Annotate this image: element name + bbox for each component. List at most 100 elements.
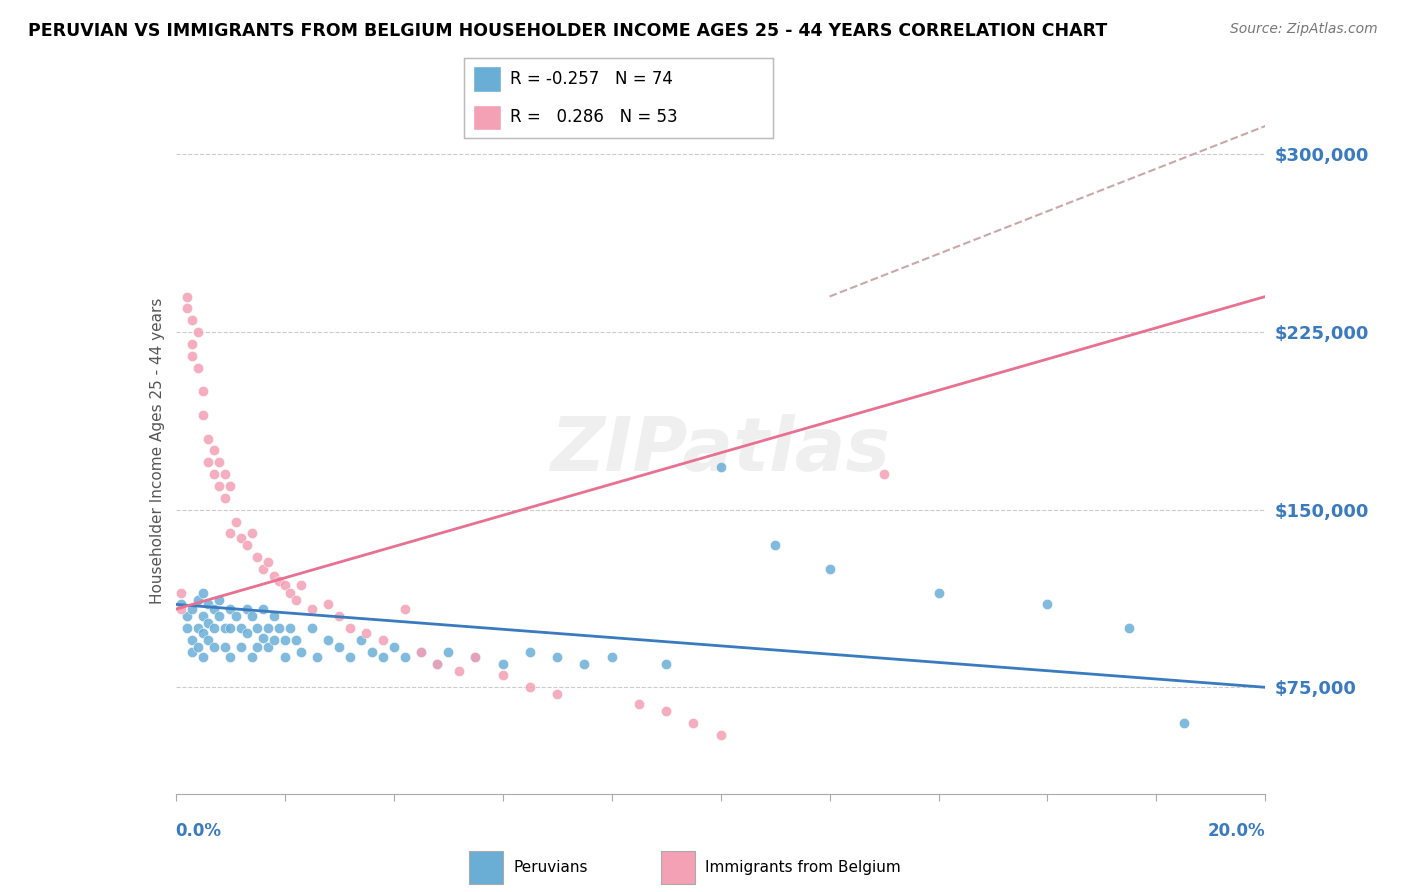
Point bbox=[339, 621, 361, 635]
Point bbox=[246, 549, 269, 564]
Point bbox=[682, 715, 704, 730]
Point bbox=[191, 609, 214, 624]
Point bbox=[181, 349, 204, 363]
Point bbox=[170, 585, 193, 599]
Point bbox=[710, 460, 733, 475]
Bar bbox=[661, 851, 695, 883]
Point bbox=[231, 621, 253, 635]
Point bbox=[214, 640, 236, 654]
Point bbox=[307, 649, 329, 664]
Point bbox=[252, 631, 274, 645]
Point bbox=[208, 479, 231, 493]
Point bbox=[274, 632, 297, 647]
Point bbox=[235, 538, 257, 552]
Point bbox=[186, 325, 209, 339]
Point bbox=[197, 598, 219, 612]
Point bbox=[928, 585, 950, 599]
Bar bbox=[470, 851, 503, 883]
Point bbox=[197, 455, 219, 469]
Point bbox=[181, 313, 204, 327]
Point bbox=[318, 598, 340, 612]
Point bbox=[219, 526, 242, 541]
Point bbox=[231, 640, 253, 654]
Point bbox=[257, 555, 280, 569]
Point bbox=[252, 562, 274, 576]
Point bbox=[269, 621, 291, 635]
Point bbox=[301, 621, 323, 635]
Point bbox=[274, 649, 297, 664]
Point bbox=[219, 602, 242, 616]
Text: R = -0.257   N = 74: R = -0.257 N = 74 bbox=[510, 70, 673, 87]
Point bbox=[263, 609, 285, 624]
Point bbox=[464, 649, 486, 664]
Point bbox=[492, 668, 515, 682]
Point bbox=[170, 598, 193, 612]
Point bbox=[176, 609, 198, 624]
Point bbox=[655, 704, 678, 718]
Point bbox=[219, 621, 242, 635]
Point bbox=[231, 531, 253, 545]
Point bbox=[208, 609, 231, 624]
Point bbox=[409, 645, 432, 659]
Point bbox=[818, 562, 841, 576]
Point bbox=[301, 602, 323, 616]
Point bbox=[181, 337, 204, 351]
Point bbox=[290, 645, 312, 659]
Point bbox=[181, 632, 204, 647]
Point bbox=[257, 640, 280, 654]
Point bbox=[191, 585, 214, 599]
Point bbox=[1036, 598, 1059, 612]
Point bbox=[447, 664, 470, 678]
Text: R =   0.286   N = 53: R = 0.286 N = 53 bbox=[510, 109, 678, 127]
Point bbox=[214, 491, 236, 505]
Point bbox=[186, 360, 209, 375]
Point bbox=[176, 621, 198, 635]
Point bbox=[328, 640, 350, 654]
Point bbox=[437, 645, 460, 659]
Point bbox=[191, 625, 214, 640]
Point bbox=[394, 602, 416, 616]
Point bbox=[519, 681, 541, 695]
Point bbox=[356, 625, 378, 640]
Point bbox=[202, 443, 225, 458]
Point bbox=[186, 640, 209, 654]
Point bbox=[197, 432, 219, 446]
Point bbox=[371, 649, 394, 664]
Point bbox=[191, 649, 214, 664]
Point bbox=[257, 621, 280, 635]
Point bbox=[170, 602, 193, 616]
Point bbox=[290, 578, 312, 592]
Point bbox=[219, 649, 242, 664]
Point bbox=[1173, 715, 1195, 730]
Point bbox=[252, 602, 274, 616]
Point bbox=[176, 289, 198, 303]
Point bbox=[197, 616, 219, 631]
Point bbox=[240, 609, 263, 624]
Point bbox=[426, 657, 449, 671]
Point bbox=[318, 632, 340, 647]
Text: 20.0%: 20.0% bbox=[1208, 822, 1265, 840]
Point bbox=[197, 632, 219, 647]
Bar bbox=[474, 66, 501, 92]
Point bbox=[202, 467, 225, 482]
Point bbox=[240, 526, 263, 541]
Y-axis label: Householder Income Ages 25 - 44 years: Householder Income Ages 25 - 44 years bbox=[149, 297, 165, 604]
Text: Immigrants from Belgium: Immigrants from Belgium bbox=[704, 860, 901, 875]
Text: 0.0%: 0.0% bbox=[176, 822, 222, 840]
Point bbox=[263, 569, 285, 583]
Point bbox=[394, 649, 416, 664]
Point bbox=[208, 592, 231, 607]
Point bbox=[186, 592, 209, 607]
Text: Peruvians: Peruvians bbox=[513, 860, 588, 875]
Point bbox=[181, 645, 204, 659]
Point bbox=[269, 574, 291, 588]
Point bbox=[600, 649, 623, 664]
Point bbox=[186, 621, 209, 635]
Point bbox=[519, 645, 541, 659]
Point bbox=[235, 602, 257, 616]
Point bbox=[219, 479, 242, 493]
Point bbox=[1118, 621, 1140, 635]
Point bbox=[208, 455, 231, 469]
Point bbox=[214, 467, 236, 482]
Point bbox=[235, 625, 257, 640]
